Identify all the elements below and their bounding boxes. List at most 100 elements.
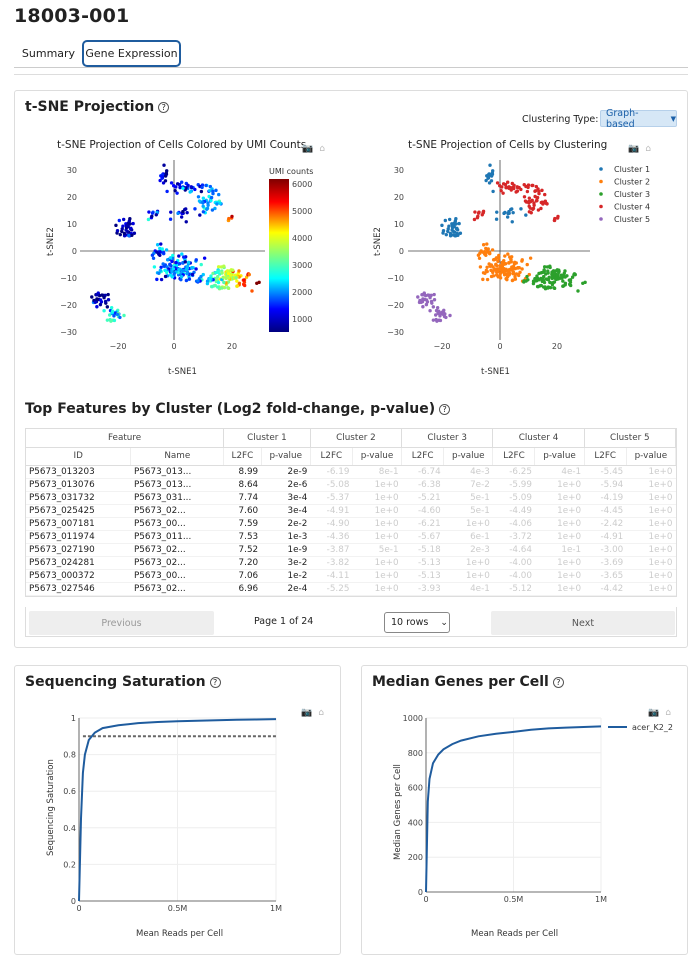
column-header[interactable]: p-value [626,447,677,466]
colorbar-tick: 1000 [292,315,312,324]
table-cell: 1e+0 [352,491,402,505]
scatter-point [535,195,540,200]
table-cell: 5e-1 [352,543,402,558]
scatter-point [503,254,507,258]
median-genes-x-axis-label: Mean Reads per Cell [471,929,558,939]
scatter-point [210,284,214,289]
colorbar [269,179,289,332]
y-tick-label: 400 [408,818,423,827]
scatter-point [489,274,494,279]
home-icon[interactable]: ⌂ [319,144,331,154]
scatter-point [498,184,502,188]
camera-icon[interactable]: 📷 [648,708,666,718]
scatter-point [484,178,488,183]
x-tick-label: 1M [270,904,282,913]
y-tick-label: 1 [71,714,76,723]
scatter-point [510,267,514,272]
table-cell: 7.52 [223,543,262,558]
help-icon[interactable]: ? [209,676,221,688]
scatter-point [499,188,503,193]
column-header[interactable]: L2FC [401,447,445,466]
scatter-point [184,278,189,283]
column-header[interactable]: L2FC [584,447,627,466]
scatter-point [522,279,526,283]
table-cell: P5673_027190 [26,543,131,558]
help-icon[interactable]: ? [552,676,564,688]
help-icon[interactable]: ? [439,403,451,415]
home-icon[interactable]: ⌂ [665,708,677,718]
table-cell: P5673_013203 [26,465,131,479]
home-icon[interactable]: ⌂ [318,708,330,718]
scatter-point [109,319,113,323]
camera-icon[interactable]: 📷 [628,144,646,154]
column-header[interactable]: p-value [261,447,311,466]
scatter-point [163,179,168,183]
table-cell: P5673_02... [130,556,224,571]
scatter-point [429,299,434,304]
scatter-point [151,256,156,260]
column-header[interactable]: p-value [352,447,403,466]
scatter-point [188,190,192,194]
rows-per-page-select[interactable]: 10 rows ⌄ [384,612,450,633]
scatter-point [496,275,500,279]
scatter-point [170,269,174,274]
scatter-point [158,268,163,273]
clustering-type-dropdown[interactable]: Graph-based ▼ [600,108,677,130]
table-cell: -4.00 [492,569,535,584]
series-line [425,725,602,893]
scatter-point [105,318,110,322]
table-cell: -6.25 [492,465,535,479]
tab-gene-expression[interactable]: Gene Expression [82,40,181,67]
group-header: Cluster 5 [584,429,677,448]
scatter-point [453,233,457,238]
table-cell: -5.99 [492,478,535,492]
y-tick-label: −10 [60,274,77,283]
help-icon[interactable]: ? [158,101,170,113]
table-cell: -4.49 [492,504,535,518]
scatter-point [106,298,111,302]
table-cell: 1e-3 [261,530,311,545]
table-cell: -3.93 [401,582,444,597]
next-button[interactable]: Next [491,611,675,635]
scatter-point [476,253,481,257]
scatter-point [440,223,444,228]
table-cell: -4.91 [584,530,627,545]
scatter-point [117,218,122,223]
scatter-point [181,268,185,273]
scatter-point [494,262,498,267]
scatter-point [525,274,529,279]
tab-summary[interactable]: Summary [21,47,76,60]
column-header[interactable]: ID [26,447,132,466]
column-header[interactable]: L2FC [223,447,262,466]
camera-icon[interactable]: 📷 [302,144,320,154]
y-tick-label: 0 [71,897,76,906]
home-icon[interactable]: ⌂ [645,144,657,154]
y-tick-label: 0.4 [63,824,76,833]
scatter-point [244,275,249,279]
scatter-point [542,274,546,279]
scatter-point [536,284,540,289]
table-cell: -3.00 [584,543,627,558]
colorbar-tick: 2000 [292,288,312,297]
scatter-point [168,217,173,221]
column-header[interactable]: p-value [534,447,585,466]
table-cell: -4.36 [310,530,353,545]
column-header[interactable]: Name [130,447,225,466]
scatter-point [216,269,221,273]
previous-button[interactable]: Previous [29,611,214,635]
column-header[interactable]: L2FC [310,447,353,466]
scatter-point [497,253,501,258]
scatter-point [570,275,575,279]
page-title: 18003-001 [14,5,130,27]
camera-icon[interactable]: 📷 [301,708,319,718]
scatter-point [165,258,170,262]
column-header[interactable]: L2FC [492,447,536,466]
table-cell: 1e+0 [534,478,585,492]
column-header[interactable]: p-value [443,447,494,466]
table-cell: 5e-1 [443,504,493,518]
x-tick-label: 0.5M [168,904,188,913]
scatter-point [485,242,489,246]
scatter-point [208,184,213,189]
table-cell: 1e+0 [626,517,676,531]
group-header: Cluster 1 [223,429,311,448]
